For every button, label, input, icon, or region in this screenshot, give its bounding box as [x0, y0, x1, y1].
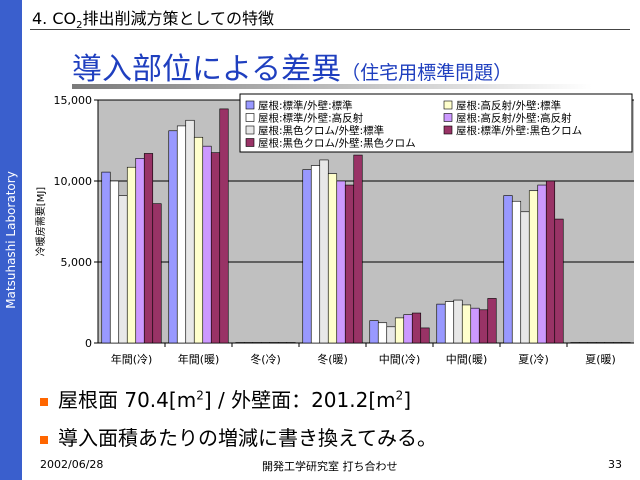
bar [143, 153, 154, 344]
bar [336, 180, 346, 344]
bar [578, 342, 589, 344]
sidebar: Matsuhashi Laboratory [0, 0, 22, 480]
bar [235, 342, 245, 344]
bullet-marker [40, 397, 48, 406]
bar [436, 303, 446, 344]
bar [210, 152, 221, 344]
bar [126, 166, 137, 344]
legend-swatch [245, 100, 255, 110]
y-tick-label: 5,000 [61, 256, 93, 269]
bar [537, 184, 547, 344]
bar [118, 195, 128, 344]
slide-subtitle: （住宅用標準問題） [341, 62, 513, 84]
bar [152, 203, 162, 344]
x-tick-label: 中間(暖) [446, 353, 488, 366]
x-tick-label: 中間(冷) [379, 353, 421, 366]
title-underline [72, 84, 592, 89]
bar [377, 322, 388, 344]
bar [487, 298, 497, 344]
bar [612, 342, 623, 344]
bar [302, 169, 312, 344]
bar [319, 159, 329, 344]
y-tick-label: 10,000 [54, 175, 93, 188]
legend-label: 屋根:高反射/外壁:標準 [456, 99, 561, 112]
bar [193, 136, 204, 344]
bullet-marker [40, 435, 48, 444]
y-axis-label: 冷暖房需要[MJ] [34, 187, 47, 256]
x-tick-label: 夏(暖) [585, 353, 616, 366]
legend-swatch [245, 138, 255, 147]
footer-date: 2002/06/28 [40, 458, 104, 471]
bar [202, 145, 212, 344]
bar [168, 130, 178, 344]
legend-label: 屋根:高反射/外壁:高反射 [456, 112, 572, 125]
x-tick-label: 冬(暖) [317, 352, 348, 366]
bar [269, 342, 279, 344]
bar-chart: 0 5,000 10,000 15,000 冷暖房需要[MJ] 年間(冷) 年間(暖) 冬(冷… [34, 93, 634, 366]
bullet-area: 屋根面 70.4[m2] / 外壁面：201.2[m2] [40, 384, 411, 413]
bar [511, 200, 522, 344]
x-tick-label: 夏(冷) [518, 353, 549, 366]
x-tick-label: 年間(暖) [178, 352, 220, 366]
bar [520, 211, 530, 344]
bar [503, 195, 513, 344]
bar [453, 299, 463, 344]
bar [420, 327, 430, 344]
bar [185, 119, 195, 344]
legend-label: 屋根:標準/外壁:黒色クロム [456, 124, 582, 137]
bar [621, 342, 631, 344]
legend-swatch [443, 125, 453, 135]
bar [411, 312, 422, 344]
bar [277, 342, 288, 344]
bar [587, 342, 597, 344]
bar [369, 320, 379, 344]
legend-label: 屋根:黒色クロム/外壁:黒色クロム [258, 137, 416, 150]
bar [327, 173, 338, 344]
bar [252, 342, 262, 344]
lab-name: Matsuhashi Laboratory [4, 171, 18, 309]
bar [394, 317, 405, 344]
bar [135, 158, 145, 344]
x-tick-label: 冬(冷) [250, 352, 281, 366]
bar [545, 180, 556, 344]
bar [570, 342, 580, 344]
x-tick-label: 年間(冷) [111, 352, 153, 366]
bar [554, 218, 564, 344]
bullet-rewrite: 導入面積あたりの増減に書き換えてみる。 [40, 422, 437, 451]
bar [176, 125, 187, 344]
legend-swatch [245, 125, 255, 135]
bar [353, 154, 363, 344]
bar [219, 108, 229, 344]
bar [310, 165, 321, 344]
bar [101, 171, 111, 344]
bar [344, 184, 355, 344]
legend-label: 屋根:標準/外壁:高反射 [258, 112, 364, 125]
legend-label: 屋根:黒色クロム/外壁:標準 [258, 124, 384, 137]
bar [478, 309, 489, 344]
bar [528, 190, 539, 344]
bar [286, 342, 296, 344]
header-rule [30, 29, 630, 30]
bar [243, 342, 254, 344]
slide-title: 導入部位による差異（住宅用標準問題） [72, 52, 513, 87]
section-heading: 4. CO2排出削減方策としての特徴 [32, 9, 275, 32]
legend-label: 屋根:標準/外壁:標準 [258, 99, 353, 112]
bar [109, 180, 120, 344]
bar [260, 342, 271, 344]
y-tick-label: 0 [85, 337, 92, 350]
bar [470, 307, 480, 344]
footer-center: 開発工学研究室 打ち合わせ [262, 460, 398, 473]
legend [239, 93, 633, 153]
page-number: 33 [608, 458, 622, 471]
bar [595, 342, 606, 344]
legend-swatch [443, 113, 453, 122]
legend-swatch [245, 113, 255, 122]
bar [386, 326, 396, 344]
legend-swatch [443, 100, 453, 110]
y-tick-label: 15,000 [54, 94, 93, 107]
bar [403, 314, 413, 344]
bar [604, 342, 614, 344]
bar [444, 301, 455, 344]
bar [461, 304, 472, 344]
